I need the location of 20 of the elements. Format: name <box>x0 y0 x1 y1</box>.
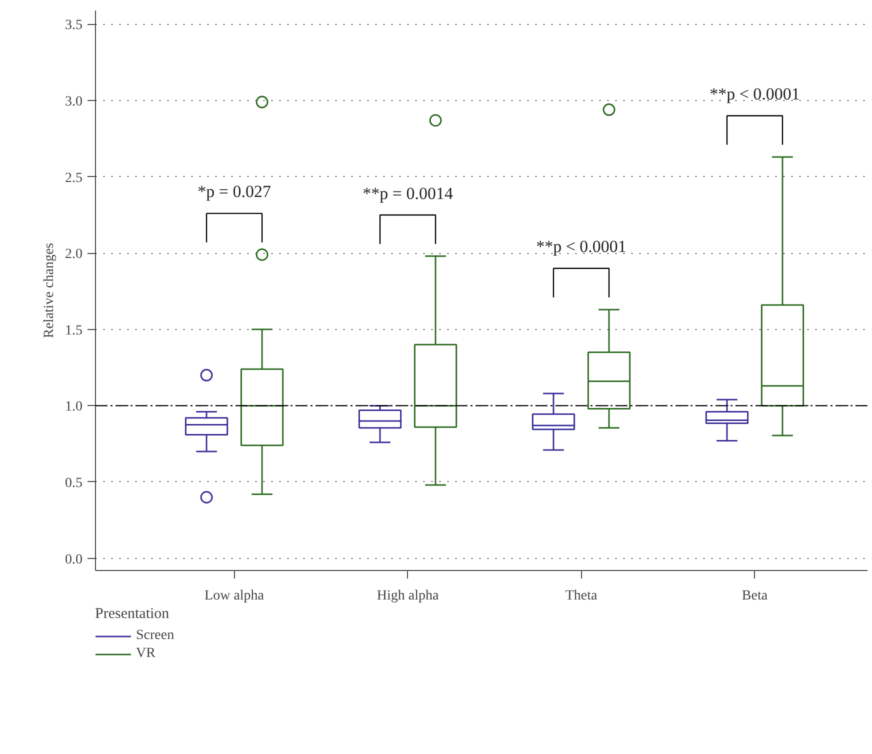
y-tick-label: 3.5 <box>65 18 82 34</box>
y-tick-label: 2.5 <box>65 170 82 186</box>
y-tick-label: 3.0 <box>65 94 82 110</box>
y-axis-title: Relative changes <box>42 242 57 338</box>
annotation: *p = 0.027 <box>198 182 272 202</box>
legend-title: Presentation <box>95 606 170 623</box>
y-tick-label: 2.0 <box>65 247 82 262</box>
x-tick-label: Low alpha <box>204 588 265 604</box>
annotation: **p < 0.0001 <box>710 84 800 104</box>
x-tick-label: Theta <box>565 588 598 604</box>
x-tick-label: Beta <box>742 588 768 604</box>
annotation: **p < 0.0001 <box>536 237 626 256</box>
legend-label: VR <box>136 646 156 662</box>
legend-label: Screen <box>136 628 174 644</box>
y-tick-label: 0.0 <box>65 552 82 568</box>
x-tick-label: High alpha <box>376 588 440 604</box>
y-tick-label: 1.5 <box>65 323 82 338</box>
y-tick-label: 0.5 <box>65 476 82 491</box>
annotation: **p = 0.0014 <box>362 184 454 203</box>
y-tick-label: 1.0 <box>65 400 82 415</box>
